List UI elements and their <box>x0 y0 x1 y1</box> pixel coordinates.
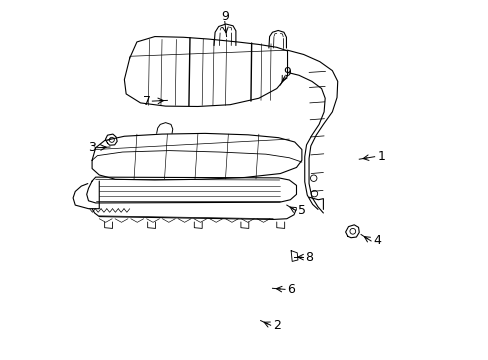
Text: 5: 5 <box>298 204 305 217</box>
Text: 9: 9 <box>283 66 291 79</box>
Text: 9: 9 <box>221 10 228 23</box>
Text: 7: 7 <box>143 95 151 108</box>
Text: 6: 6 <box>287 283 295 296</box>
Text: 8: 8 <box>305 251 313 264</box>
Text: 3: 3 <box>88 141 96 154</box>
Text: 4: 4 <box>373 234 381 247</box>
Text: 1: 1 <box>376 150 384 163</box>
Text: 2: 2 <box>273 319 281 332</box>
